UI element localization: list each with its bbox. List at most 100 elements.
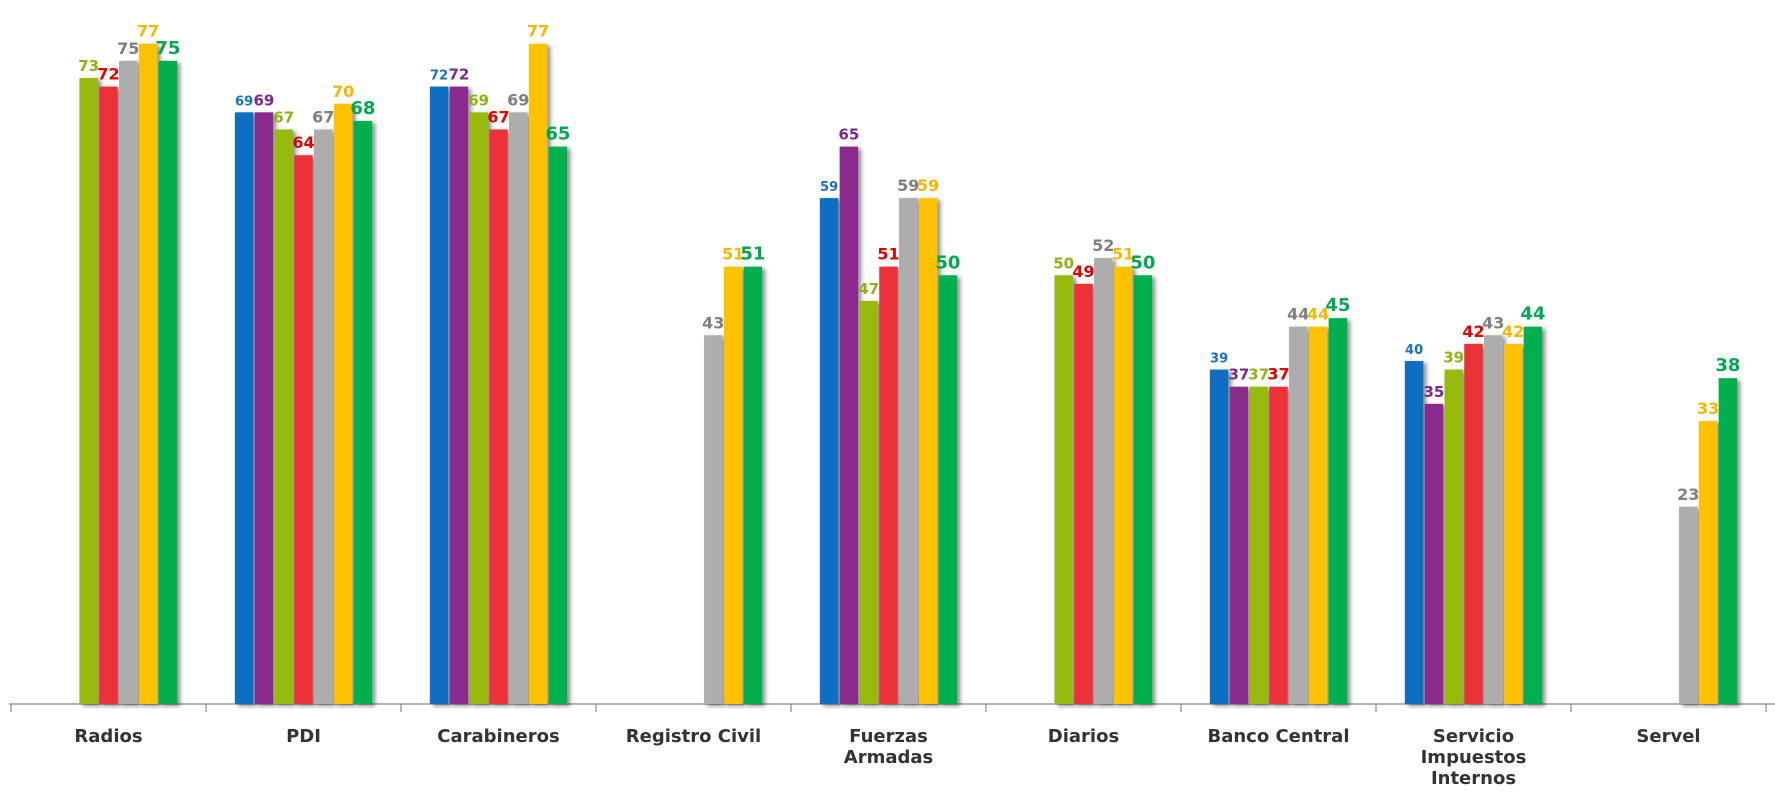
value-label: 44 [1307, 305, 1329, 324]
x-tick-label: Servicio Impuestos Internos [1420, 726, 1527, 789]
bar [489, 129, 508, 705]
value-label: 67 [312, 107, 334, 126]
value-label: 69 [468, 91, 489, 109]
bar [138, 43, 158, 705]
value-label: 40 [1405, 343, 1423, 358]
x-tick-label: Banco Central [1207, 726, 1350, 747]
value-label: 50 [1130, 252, 1155, 273]
bar [234, 112, 254, 704]
bar [1113, 266, 1133, 704]
value-label: 67 [273, 108, 294, 126]
bar [1094, 258, 1113, 704]
bar [469, 112, 488, 704]
x-tick-label: Fuerzas Armadas [843, 726, 934, 768]
value-label: 38 [1715, 355, 1740, 376]
bar [314, 129, 333, 705]
value-label: 65 [545, 124, 570, 145]
x-tick-label: Radios [74, 726, 143, 747]
value-label: 50 [935, 252, 960, 273]
bar [254, 112, 274, 704]
bar [1308, 326, 1328, 704]
bar [1074, 283, 1093, 704]
value-label: 65 [838, 126, 859, 144]
bar [294, 155, 313, 704]
bar [743, 266, 763, 704]
bar [1424, 403, 1444, 704]
bar [1289, 326, 1308, 704]
bar [1484, 335, 1503, 704]
bar [723, 266, 743, 704]
bar [119, 60, 138, 704]
value-label: 75 [155, 38, 180, 59]
value-label: 68 [350, 98, 375, 119]
bar [79, 78, 98, 704]
bar [1679, 506, 1698, 704]
bar [839, 146, 859, 704]
value-label: 72 [97, 65, 119, 84]
bar [1249, 386, 1268, 704]
bar [99, 86, 118, 705]
value-label: 43 [1482, 313, 1504, 332]
bar [1523, 326, 1543, 704]
value-label: 73 [78, 57, 99, 75]
value-label: 59 [917, 176, 939, 195]
value-label: 64 [292, 133, 314, 152]
bar [819, 198, 839, 704]
value-label: 72 [430, 69, 448, 84]
bar [1133, 275, 1153, 704]
value-label: 37 [1248, 366, 1269, 384]
bar [1054, 275, 1073, 704]
value-label: 67 [487, 107, 509, 126]
value-label: 44 [1520, 304, 1545, 325]
bar [918, 198, 938, 704]
bar [859, 300, 878, 704]
value-label: 49 [1072, 262, 1094, 281]
value-label: 77 [527, 22, 549, 41]
bar [1229, 386, 1249, 704]
value-label: 69 [253, 91, 274, 109]
value-label: 37 [1267, 365, 1289, 384]
value-label: 45 [1325, 295, 1350, 316]
bar [938, 275, 958, 704]
value-label: 51 [740, 244, 765, 265]
value-label: 70 [332, 82, 354, 101]
bar [548, 146, 568, 704]
value-label: 47 [858, 280, 879, 298]
value-label: 50 [1053, 254, 1074, 272]
bar [158, 60, 178, 704]
bar [1404, 361, 1424, 704]
value-label: 51 [722, 245, 744, 264]
bar [1464, 343, 1483, 704]
bar [879, 266, 898, 704]
value-label: 33 [1697, 399, 1719, 418]
bar [1269, 386, 1288, 704]
x-tick-label: Servel [1636, 726, 1701, 747]
bar [1698, 421, 1718, 704]
value-label: 35 [1423, 383, 1444, 401]
value-label: 77 [137, 22, 159, 41]
bar [274, 129, 293, 705]
bar [1328, 318, 1348, 704]
bar [1718, 378, 1738, 704]
value-label: 43 [702, 313, 724, 332]
bar [528, 43, 548, 705]
value-label: 23 [1677, 485, 1699, 504]
x-tick-label: Carabineros [437, 726, 560, 747]
x-tick-label: PDI [286, 726, 321, 747]
value-label: 75 [117, 39, 139, 58]
value-label: 59 [897, 176, 919, 195]
value-label: 59 [820, 180, 838, 195]
bar [509, 112, 528, 704]
value-label: 51 [877, 245, 899, 264]
bar [1503, 343, 1523, 704]
value-label: 39 [1210, 352, 1228, 367]
bar [429, 86, 449, 705]
value-label: 69 [235, 94, 253, 109]
value-label: 42 [1462, 322, 1484, 341]
value-label: 69 [507, 90, 529, 109]
value-label: 51 [1112, 245, 1134, 264]
x-tick-label: Diarios [1047, 726, 1120, 747]
value-label: 72 [448, 66, 469, 84]
